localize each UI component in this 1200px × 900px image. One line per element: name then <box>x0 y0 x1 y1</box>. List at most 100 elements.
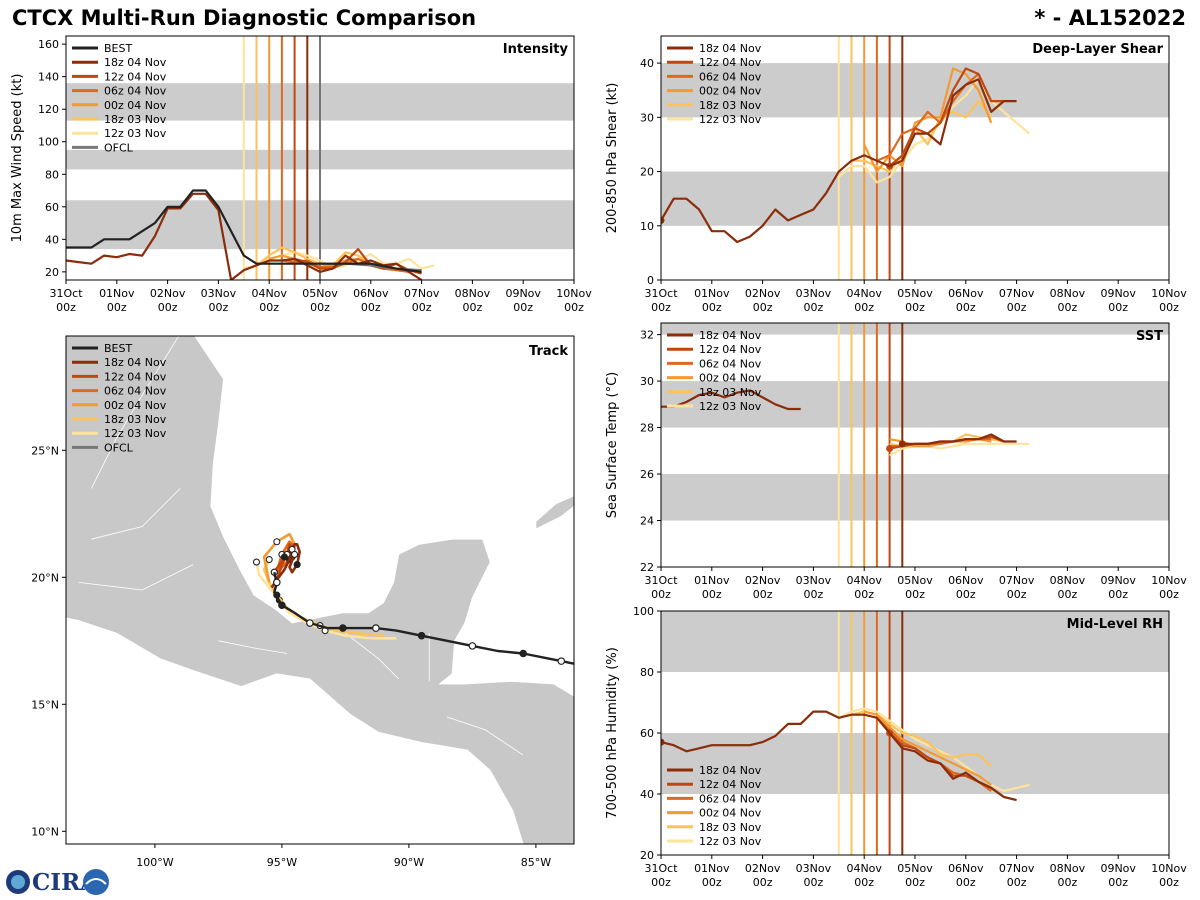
sst-ytick-label: 32 <box>640 329 654 342</box>
page-title: CTCX Multi-Run Diagnostic Comparison <box>12 6 477 30</box>
rh-ylabel: 700-500 hPa Humidity (%) <box>605 647 620 819</box>
shear-xtick-label: 08Nov 00z <box>1050 287 1086 314</box>
sst-xtick-label: 06Nov 00z <box>948 574 984 601</box>
track-ytick-label: 10°N <box>31 825 59 838</box>
shear-xtick-label: 03Nov 00z <box>796 287 832 314</box>
map-border-line <box>345 632 399 680</box>
sst-xtick-label: 04Nov 00z <box>846 574 882 601</box>
track-panel-title: Track <box>529 344 568 359</box>
shear-legend-label-12z-03-nov: 12z 03 Nov <box>699 113 762 126</box>
track-legend-label-00z-04-nov: 00z 04 Nov <box>104 399 167 412</box>
rh-legend-label-06z-04-nov: 06z 04 Nov <box>699 792 762 805</box>
sst-xtick-label: 05Nov 00z <box>897 574 933 601</box>
rh-ytick-label: 20 <box>640 849 654 862</box>
intensity-legend-label-18z-03-nov: 18z 03 Nov <box>104 113 167 126</box>
intensity-xtick-label: 06Nov 00z <box>353 287 389 314</box>
sst-ylabel: Sea Surface Temp (°C) <box>605 372 620 519</box>
shear-xtick-label: 01Nov 00z <box>694 287 730 314</box>
track-frame <box>65 335 575 845</box>
intensity-legend-label-best: BEST <box>104 42 132 55</box>
rh-xtick-label: 02Nov 00z <box>745 862 781 889</box>
sst-ytick-label: 26 <box>640 468 654 481</box>
shear-ytick-label: 10 <box>640 220 654 233</box>
sst-legend-label-12z-03-nov: 12z 03 Nov <box>699 400 762 413</box>
sst-legend-label-12z-04-nov: 12z 04 Nov <box>699 343 762 356</box>
rh-xtick-label: 10Nov 00z <box>1151 862 1187 889</box>
rh-threshold-band <box>661 733 1169 794</box>
sst-xtick-label: 08Nov 00z <box>1050 574 1086 601</box>
rh-xtick-label: 06Nov 00z <box>948 862 984 889</box>
rh-legend-label-18z-04-nov: 18z 04 Nov <box>699 764 762 777</box>
track-series-18z-04-nov <box>270 542 302 589</box>
rh-xtick-label: 07Nov 00z <box>999 862 1035 889</box>
intensity-legend-label-18z-04-nov: 18z 04 Nov <box>104 56 167 69</box>
shear-legend-label-06z-04-nov: 06z 04 Nov <box>699 70 762 83</box>
intensity-ytick-label: 60 <box>45 201 59 214</box>
sst-threshold-band <box>661 323 1169 335</box>
track-legend-label-best: BEST <box>104 342 132 355</box>
track-ytick-label: 15°N <box>31 698 59 711</box>
intensity-xtick-label: 01Nov 00z <box>99 287 135 314</box>
rh-legend-label-12z-03-nov: 12z 03 Nov <box>699 835 762 848</box>
map-border-line <box>91 488 181 540</box>
shear-ylabel: 200-850 hPa Shear (kt) <box>605 83 620 234</box>
track-position-marker-12z-03-nov <box>252 558 261 566</box>
rh-init-marker-18z-04-nov <box>661 738 665 746</box>
storm-id: * - AL152022 <box>1034 6 1186 30</box>
rh-xtick-label: 09Nov 00z <box>1100 862 1136 889</box>
rh-xtick-label: 03Nov 00z <box>796 862 832 889</box>
best-track-position-marker <box>519 649 528 658</box>
sst-series-18z-04-nov <box>661 389 801 411</box>
shear-ytick-label: 20 <box>640 166 654 179</box>
intensity-xtick-label: 03Nov 00z <box>201 287 237 314</box>
rh-ytick-label: 40 <box>640 788 654 801</box>
track-position-marker-18z-04-nov <box>293 561 301 569</box>
land-cuba <box>535 495 574 530</box>
panel-rh: 20 40 60 80 100 31Oct 00z 01Nov 00z 02Nov 00z 03Nov… <box>605 605 1187 889</box>
shear-series-12z-04-nov <box>888 67 1004 167</box>
intensity-legend-label-06z-04-nov: 06z 04 Nov <box>104 85 167 98</box>
sst-panel-title: SST <box>1136 329 1163 344</box>
track-legend-label-18z-04-nov: 18z 04 Nov <box>104 356 167 369</box>
best-track-position-marker <box>339 624 347 632</box>
intensity-ytick-label: 80 <box>45 168 59 181</box>
sst-xtick-label: 09Nov 00z <box>1100 574 1136 601</box>
track-ytick-label: 25°N <box>31 444 59 457</box>
rh-xtick-label: 01Nov 00z <box>694 862 730 889</box>
sst-xtick-label: 01Nov 00z <box>694 574 730 601</box>
intensity-legend-label-ofcl: OFCL <box>104 141 134 154</box>
shear-series-group <box>661 67 1031 244</box>
sst-ytick-label: 30 <box>640 375 654 388</box>
best-track-position-marker <box>372 624 380 632</box>
intensity-panel-title: Intensity <box>503 42 569 57</box>
track-legend-label-18z-03-nov: 18z 03 Nov <box>104 413 167 426</box>
shear-ytick-label: 40 <box>640 57 654 70</box>
rh-legend-label-12z-04-nov: 12z 04 Nov <box>699 778 762 791</box>
shear-threshold-band <box>661 171 1169 226</box>
map-border-line <box>218 640 288 654</box>
shear-xtick-label: 09Nov 00z <box>1100 287 1136 314</box>
track-legend-label-06z-04-nov: 06z 04 Nov <box>104 385 167 398</box>
sst-init-marker-12z-04-nov <box>886 444 894 452</box>
shear-xtick-label: 07Nov 00z <box>999 287 1035 314</box>
best-track-position-marker <box>278 601 286 610</box>
rh-xtick-label: 08Nov 00z <box>1050 862 1086 889</box>
intensity-ytick-label: 20 <box>45 266 59 279</box>
shear-init-marker-18z-04-nov <box>661 216 665 224</box>
intensity-ytick-label: 160 <box>38 38 59 51</box>
shear-xtick-label: 31Oct 00z <box>644 287 678 314</box>
sst-xtick-label: 07Nov 00z <box>999 574 1035 601</box>
rh-ytick-label: 100 <box>633 605 654 618</box>
track-xtick-label: 90°W <box>394 856 424 869</box>
intensity-xtick-label: 10Nov 00z <box>556 287 592 314</box>
intensity-series-group <box>66 189 435 280</box>
sst-ytick-label: 24 <box>640 515 654 528</box>
shear-legend-label-12z-04-nov: 12z 04 Nov <box>699 56 762 69</box>
shear-series-00z-04-nov <box>863 67 993 173</box>
intensity-xtick-label: 07Nov 00z <box>404 287 440 314</box>
intensity-legend-label-00z-04-nov: 00z 04 Nov <box>104 99 167 112</box>
rh-series-group <box>661 707 1030 802</box>
